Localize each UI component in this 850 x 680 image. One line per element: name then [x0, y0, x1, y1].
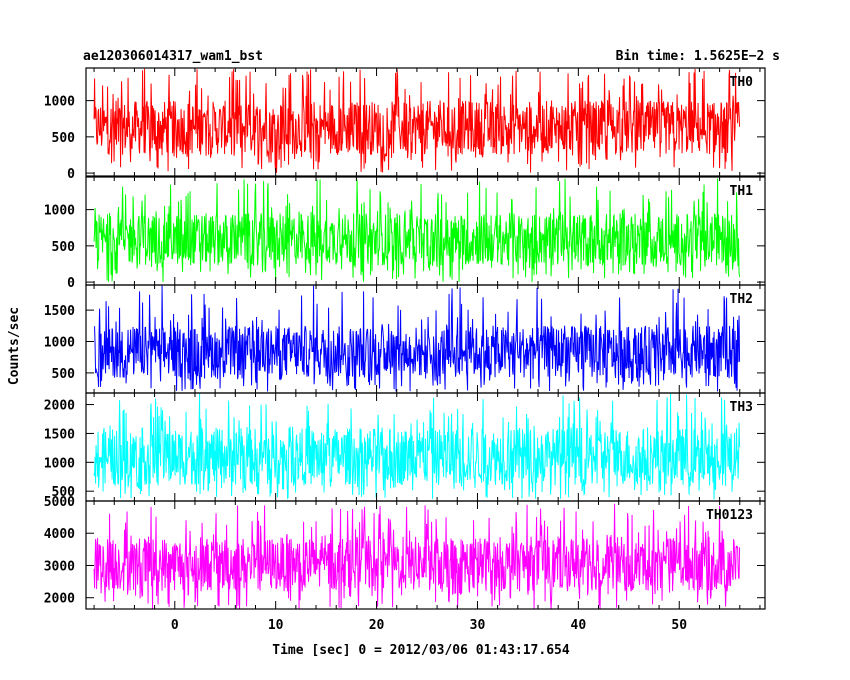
y-tick-label: 1000: [44, 95, 75, 110]
chart-title: ae120306014317_wam1_bst: [83, 49, 263, 64]
y-tick-label: 500: [52, 367, 76, 382]
y-tick-label: 1500: [44, 304, 75, 319]
x-tick-label: 0: [171, 618, 179, 633]
series-name-th0: TH0: [730, 75, 754, 90]
series-th2-line: [94, 285, 741, 392]
y-tick-label: 500: [52, 240, 76, 255]
y-tick-label: 4000: [44, 527, 75, 542]
x-axis-label: Time [sec] 0 = 2012/03/06 01:43:17.654: [272, 643, 570, 658]
series-th0123-line: [93, 503, 741, 609]
y-tick-label: 2000: [44, 592, 75, 607]
y-tick-label: 1000: [44, 336, 75, 351]
series-th0-line: [93, 68, 741, 173]
panel-th0123: TH0123 2000 3000 4000 5000: [44, 495, 766, 610]
series-th1-line: [93, 178, 741, 283]
x-tick-label: 30: [470, 618, 486, 633]
y-tick-label: 2000: [44, 399, 75, 414]
y-tick-label: 500: [52, 485, 76, 500]
y-tick-label: 5000: [44, 495, 75, 510]
series-th3-line: [93, 393, 741, 500]
series-name-th0123: TH0123: [706, 508, 753, 523]
panel-th2: TH2 500 1000 1500: [44, 284, 766, 394]
y-tick-label: 0: [67, 167, 75, 182]
y-tick-label: 0: [67, 276, 75, 291]
x-tick-label: 20: [369, 618, 385, 633]
y-tick-label: 1000: [44, 204, 75, 219]
panel-frame: [85, 500, 766, 610]
y-tick-label: 500: [52, 131, 76, 146]
series-name-th2: TH2: [730, 292, 753, 307]
panel-th3: TH3 500 1000 1500 2000: [44, 392, 766, 502]
panel-frame: [85, 67, 766, 177]
series-name-th3: TH3: [730, 400, 753, 415]
y-tick-label: 1000: [44, 456, 75, 471]
x-tick-label: 40: [571, 618, 587, 633]
x-tick-label: 50: [671, 618, 687, 633]
y-tick-label: 3000: [44, 559, 75, 574]
x-tick-label: 10: [268, 618, 284, 633]
series-name-th1: TH1: [730, 184, 754, 199]
panel-th1: TH1 0 500 1000: [44, 176, 766, 291]
bin-time-label: Bin time: 1.5625E−2 s: [616, 49, 780, 64]
panels-group: TH005001000TH105001000TH250010001500TH35…: [44, 67, 766, 633]
y-tick-label: 1500: [44, 427, 75, 442]
panel-th0: TH0 0 500 1000: [44, 67, 766, 182]
y-axis-label: Counts/sec: [7, 307, 22, 385]
